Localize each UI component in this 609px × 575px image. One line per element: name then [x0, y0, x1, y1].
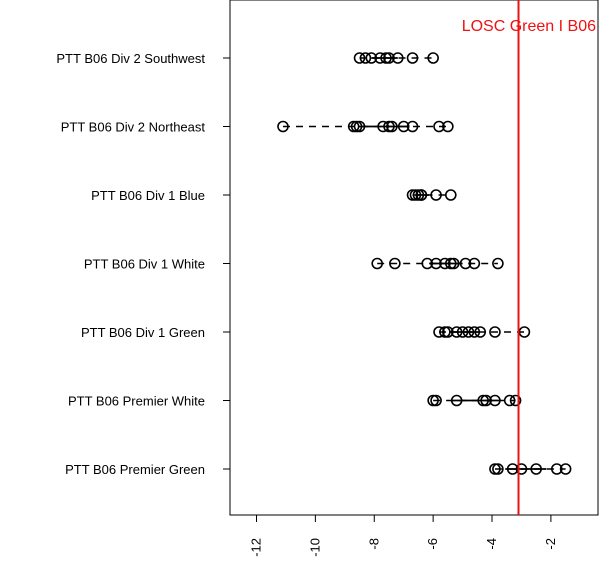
- category-group: [353, 52, 439, 64]
- plot-frame: [229, 0, 599, 516]
- x-tick-label: -10: [307, 538, 322, 557]
- data-point: [444, 189, 457, 201]
- y-axis: PTT B06 Div 2 Southwest PTT B06 Div 2 Nor…: [56, 51, 230, 477]
- category-group: [489, 463, 572, 475]
- data-point: [503, 394, 516, 407]
- data-point: [489, 326, 501, 338]
- data-point: [489, 463, 501, 475]
- data-point: [439, 257, 451, 270]
- data-point: [509, 394, 522, 407]
- data-point: [406, 52, 419, 64]
- data-point: [397, 120, 410, 133]
- data-point: [492, 463, 504, 475]
- data-point: [386, 120, 398, 133]
- data-point: [406, 120, 419, 133]
- category-groups: [277, 52, 572, 475]
- data-point: [559, 463, 572, 475]
- data-point: [415, 189, 428, 201]
- data-point: [456, 326, 469, 338]
- x-tick-label: -6: [425, 538, 440, 550]
- y-tick-label: PTT B06 Div 2 Southwest: [56, 51, 205, 66]
- category-group: [406, 189, 457, 201]
- category-group: [277, 120, 454, 133]
- data-point: [365, 52, 378, 64]
- data-point: [430, 394, 442, 407]
- x-tick-label: -2: [543, 538, 558, 550]
- data-point: [406, 189, 419, 201]
- data-point: [277, 120, 289, 133]
- data-point: [383, 52, 395, 64]
- y-tick-label: PTT B06 Div 1 Green: [81, 325, 205, 340]
- data-point: [412, 189, 425, 201]
- data-point: [433, 120, 445, 133]
- data-point: [474, 326, 487, 338]
- y-tick-label: PTT B06 Div 1 White: [84, 257, 205, 272]
- data-point: [430, 189, 442, 201]
- data-point: [409, 189, 422, 201]
- data-point: [383, 120, 395, 133]
- category-group: [427, 394, 522, 407]
- data-point: [515, 463, 528, 475]
- data-point: [450, 326, 463, 338]
- data-point: [550, 463, 563, 475]
- data-point: [480, 394, 492, 407]
- x-tick-label: -4: [484, 538, 499, 550]
- data-point: [353, 120, 366, 133]
- x-tick-label: -12: [248, 538, 263, 557]
- data-point: [421, 257, 434, 270]
- reference-line-label: LOSC Green I B06: [462, 18, 596, 35]
- data-point: [380, 52, 392, 64]
- data-point: [433, 326, 445, 338]
- data-point: [392, 52, 404, 64]
- data-point: [347, 120, 360, 133]
- data-point: [489, 394, 501, 407]
- x-tick-label: -8: [366, 538, 381, 550]
- data-point: [444, 257, 457, 270]
- data-point: [427, 394, 439, 407]
- data-point: [439, 326, 451, 338]
- data-point: [530, 463, 542, 475]
- y-tick-label: PTT B06 Div 2 Northeast: [61, 120, 206, 135]
- data-point: [430, 257, 442, 270]
- category-group: [371, 257, 504, 270]
- data-point: [350, 120, 363, 133]
- data-point: [353, 52, 366, 64]
- data-point: [468, 257, 481, 270]
- data-point: [371, 257, 384, 270]
- data-point: [442, 120, 454, 133]
- data-point: [359, 52, 372, 64]
- data-point: [389, 257, 401, 270]
- data-point: [462, 326, 475, 338]
- y-tick-label: PTT B06 Premier Green: [65, 462, 205, 477]
- data-point: [459, 257, 472, 270]
- y-tick-label: PTT B06 Div 1 Blue: [91, 188, 205, 203]
- data-point: [492, 257, 504, 270]
- y-tick-label: PTT B06 Premier White: [68, 394, 205, 409]
- data-point: [377, 120, 389, 133]
- data-point: [468, 326, 481, 338]
- data-point: [450, 394, 463, 407]
- data-point: [427, 52, 439, 64]
- data-point: [442, 326, 454, 338]
- category-group: [433, 326, 531, 338]
- data-point: [477, 394, 489, 407]
- x-axis: -12 -10 -8 -6 -4 -2: [248, 515, 558, 557]
- data-point: [374, 52, 386, 64]
- data-point: [447, 257, 460, 270]
